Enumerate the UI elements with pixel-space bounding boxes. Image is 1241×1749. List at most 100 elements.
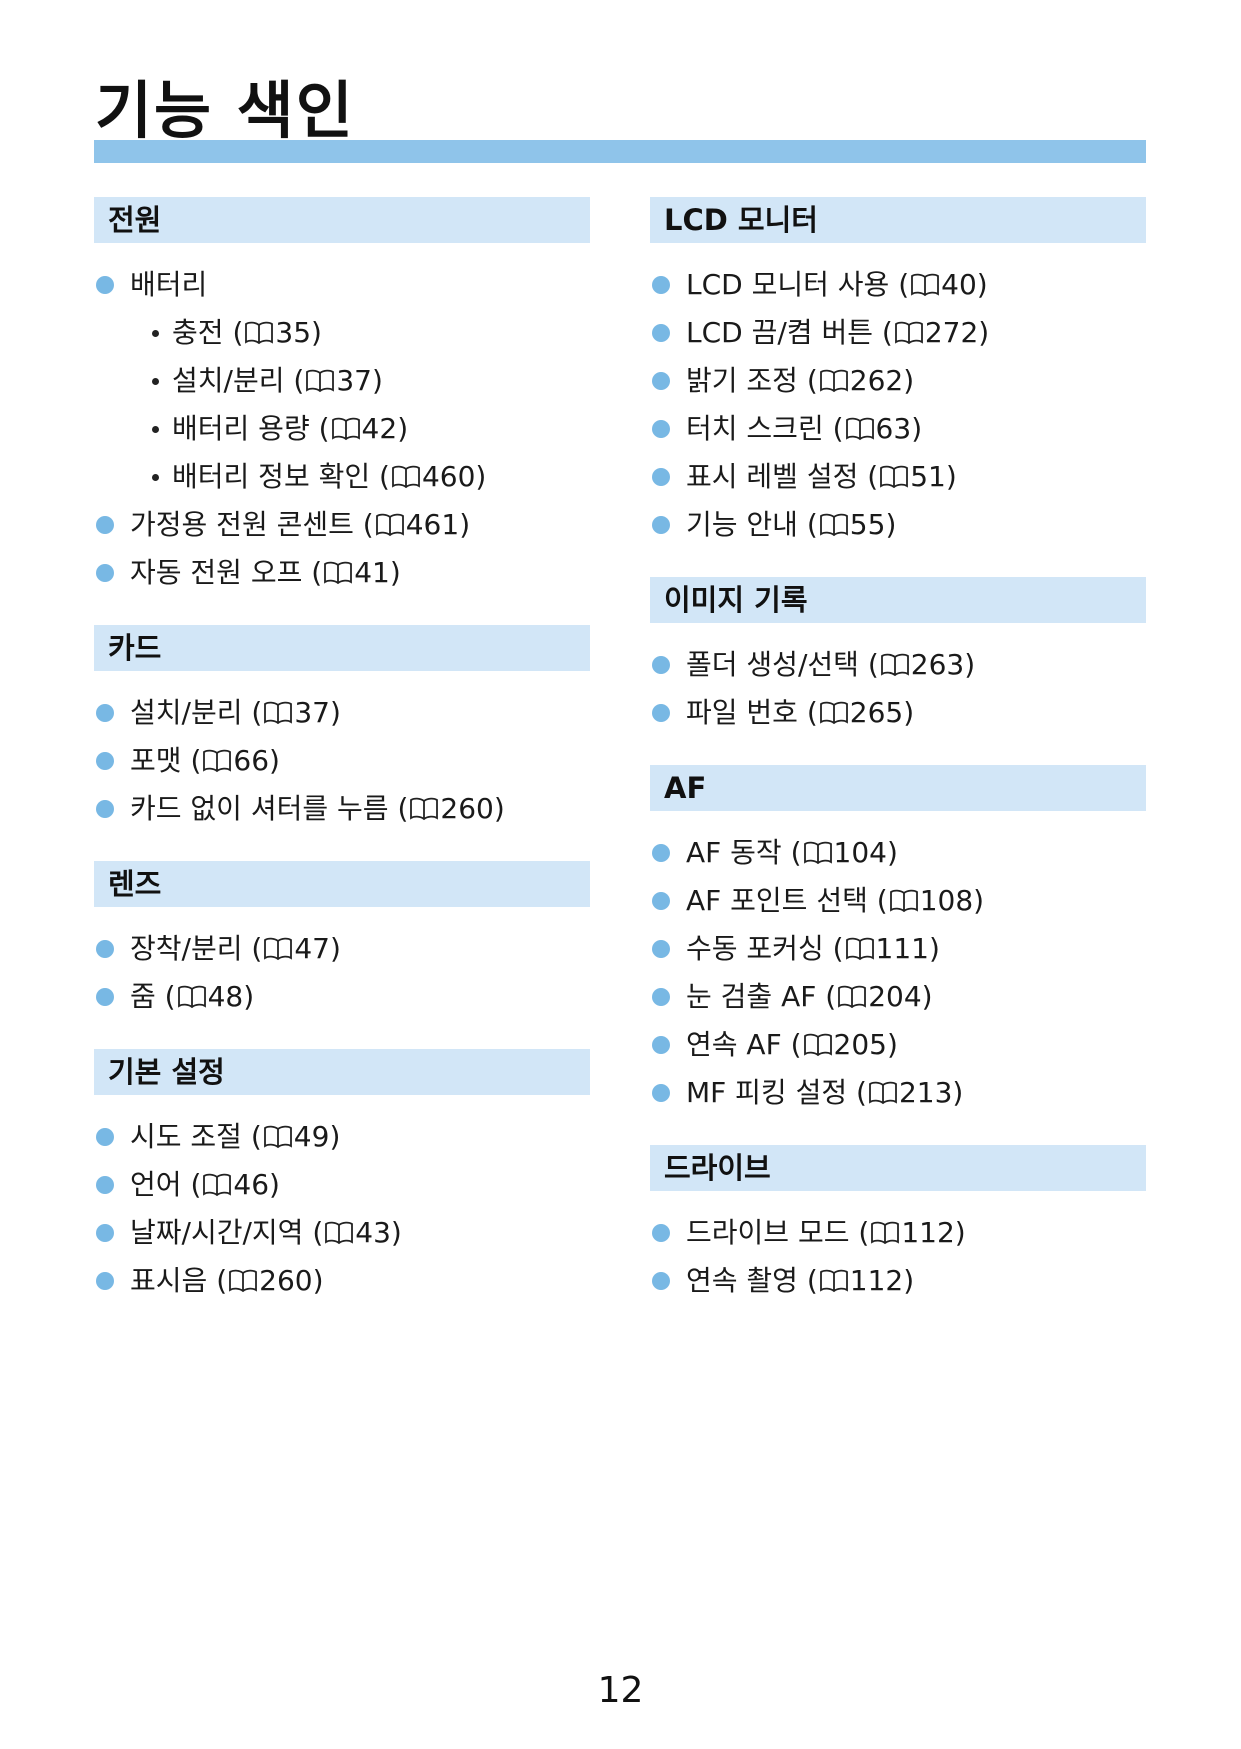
index-item[interactable]: AF 포인트 선택 (108) (650, 877, 1146, 925)
index-item[interactable]: 설치/분리 (37) (94, 689, 590, 737)
item-label: 카드 없이 셔터를 누름 (130, 792, 389, 825)
page-ref[interactable]: (265) (806, 696, 915, 729)
manual-book-icon (391, 465, 421, 489)
index-item[interactable]: LCD 모니터 사용 (40) (650, 261, 1146, 309)
item-label: 줌 (130, 980, 156, 1013)
index-item[interactable]: 연속 AF (205) (650, 1021, 1146, 1069)
index-item[interactable]: MF 피킹 설정 (213) (650, 1069, 1146, 1117)
page-ref[interactable]: (204) (825, 980, 933, 1013)
page-ref[interactable]: (40) (898, 268, 988, 301)
page-ref[interactable]: (263) (867, 648, 976, 681)
page-ref[interactable]: (37) (293, 364, 383, 397)
page-ref[interactable]: (66) (190, 744, 280, 777)
item-label: 표시 레벨 설정 (686, 460, 859, 493)
index-subitem[interactable]: 배터리 용량 (42) (94, 405, 590, 453)
item-label: 충전 (172, 316, 224, 349)
page-ref[interactable]: (55) (806, 508, 897, 541)
index-item[interactable]: 표시음 (260) (94, 1257, 590, 1305)
manual-book-icon (409, 797, 439, 821)
page-ref[interactable]: (260) (397, 792, 505, 825)
page-number-ref: 66 (233, 744, 270, 777)
page-ref[interactable]: (111) (832, 932, 940, 965)
page-ref[interactable]: (461) (362, 508, 471, 541)
item-label: 설치/분리 (172, 364, 285, 397)
page-ref[interactable]: (112) (858, 1216, 966, 1249)
page-ref[interactable]: (37) (251, 696, 341, 729)
manual-book-icon (202, 1173, 232, 1197)
index-item[interactable]: 줌 (48) (94, 973, 590, 1021)
manual-book-icon (177, 985, 207, 1009)
index-subitem[interactable]: 충전 (35) (94, 309, 590, 357)
page-ref[interactable]: (43) (312, 1216, 402, 1249)
page-ref[interactable]: (47) (251, 932, 341, 965)
page-ref[interactable]: (460) (379, 460, 487, 493)
item-label: MF 피킹 설정 (686, 1076, 848, 1109)
page-ref[interactable]: (213) (856, 1076, 964, 1109)
index-item[interactable]: 자동 전원 오프 (41) (94, 549, 590, 597)
index-item[interactable]: 드라이브 모드 (112) (650, 1209, 1146, 1257)
section-image-recording: 이미지 기록 폴더 생성/선택 (263) 파일 번호 (265) (650, 577, 1146, 737)
index-subitem[interactable]: 설치/분리 (37) (94, 357, 590, 405)
index-item[interactable]: 장착/분리 (47) (94, 925, 590, 973)
manual-book-icon (803, 841, 833, 865)
section-heading: 기본 설정 (94, 1049, 590, 1095)
page-title: 기능 색인 (95, 74, 355, 147)
index-item[interactable]: 수동 포커싱 (111) (650, 925, 1146, 973)
index-item[interactable]: 폴더 생성/선택 (263) (650, 641, 1146, 689)
item-label: 수동 포커싱 (686, 932, 824, 965)
page-ref[interactable]: (35) (232, 316, 322, 349)
page-ref[interactable]: (104) (790, 836, 898, 869)
page-ref[interactable]: (272) (881, 316, 990, 349)
page-ref[interactable]: (63) (832, 412, 923, 445)
page-number-ref: 41 (354, 556, 390, 589)
page-number-ref: 42 (361, 412, 398, 445)
page-ref[interactable]: (49) (250, 1120, 341, 1153)
index-item[interactable]: 표시 레벨 설정 (51) (650, 453, 1146, 501)
item-label: 배터리 용량 (172, 412, 310, 445)
index-item[interactable]: 밝기 조정 (262) (650, 357, 1146, 405)
page-ref[interactable]: (205) (790, 1028, 898, 1061)
page-ref[interactable]: (51) (867, 460, 957, 493)
page-ref[interactable]: (262) (806, 364, 915, 397)
index-item[interactable]: LCD 끔/켬 버튼 (272) (650, 309, 1146, 357)
index-item[interactable]: AF 동작 (104) (650, 829, 1146, 877)
index-item[interactable]: 카드 없이 셔터를 누름 (260) (94, 785, 590, 833)
page-number-ref: 112 (901, 1216, 955, 1249)
index-subitem[interactable]: 배터리 정보 확인 (460) (94, 453, 590, 501)
item-label: 밝기 조정 (686, 364, 798, 397)
manual-book-icon (263, 1125, 293, 1149)
sub-bullet-icon (152, 378, 159, 385)
bullet-icon (652, 1036, 670, 1054)
item-label: 드라이브 모드 (686, 1216, 850, 1249)
index-item[interactable]: 터치 스크린 (63) (650, 405, 1146, 453)
page-ref[interactable]: (112) (806, 1264, 915, 1297)
page-number-ref: 272 (924, 316, 979, 349)
right-column: LCD 모니터 LCD 모니터 사용 (40) LCD 끔/켬 버튼 (272)… (650, 197, 1146, 1333)
index-item[interactable]: 연속 촬영 (112) (650, 1257, 1146, 1305)
bullet-icon (652, 844, 670, 862)
section-heading: 렌즈 (94, 861, 590, 907)
bullet-icon (652, 656, 670, 674)
index-item[interactable]: 날짜/시간/지역 (43) (94, 1209, 590, 1257)
page-number-ref: 55 (849, 508, 886, 541)
manual-book-icon (894, 321, 924, 345)
page-ref[interactable]: (108) (876, 884, 985, 917)
index-item[interactable]: 언어 (46) (94, 1161, 590, 1209)
item-label: 파일 번호 (686, 696, 798, 729)
page-number-ref: 46 (233, 1168, 270, 1201)
index-item[interactable]: 눈 검출 AF (204) (650, 973, 1146, 1021)
page-ref[interactable]: (42) (318, 412, 409, 445)
item-label: LCD 모니터 사용 (686, 268, 890, 301)
bullet-icon (96, 704, 114, 722)
bullet-icon (652, 372, 670, 390)
page-ref[interactable]: (41) (311, 556, 401, 589)
bullet-icon (652, 468, 670, 486)
index-item[interactable]: 포맷 (66) (94, 737, 590, 785)
page-ref[interactable]: (48) (164, 980, 255, 1013)
page-ref[interactable]: (46) (190, 1168, 280, 1201)
page-ref[interactable]: (260) (216, 1264, 324, 1297)
index-item[interactable]: 시도 조절 (49) (94, 1113, 590, 1161)
index-item[interactable]: 파일 번호 (265) (650, 689, 1146, 737)
index-item[interactable]: 가정용 전원 콘센트 (461) (94, 501, 590, 549)
index-item[interactable]: 기능 안내 (55) (650, 501, 1146, 549)
